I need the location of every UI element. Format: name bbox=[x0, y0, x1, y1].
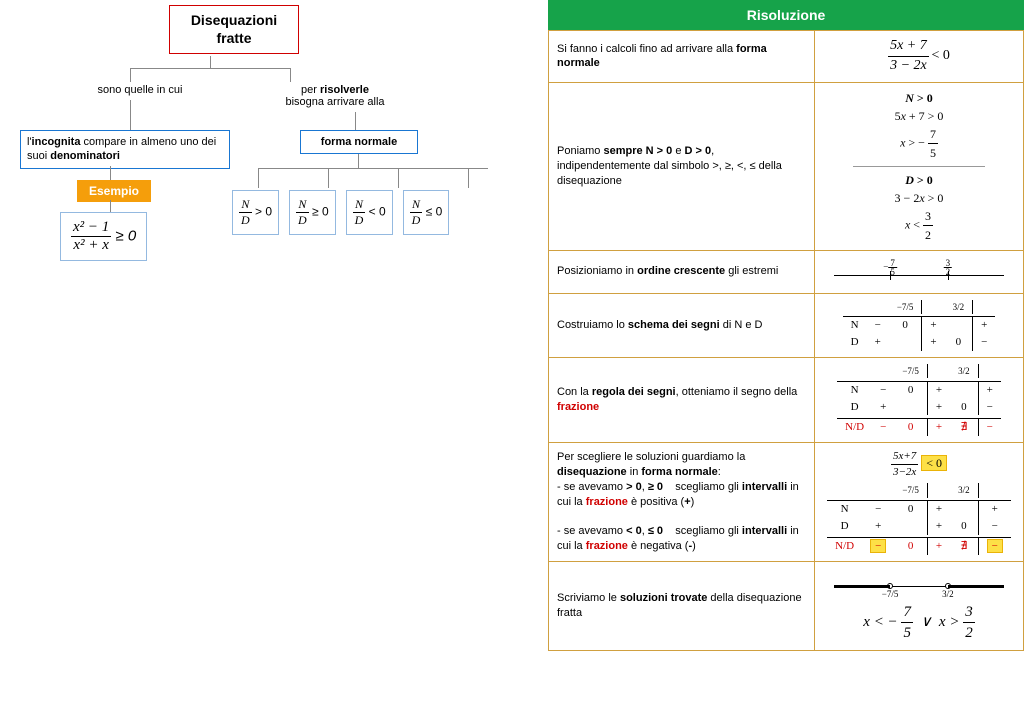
step-4-text: Costruiamo lo schema dei segni di N e D bbox=[549, 293, 815, 357]
forma-normale-box: forma normale bbox=[300, 130, 418, 154]
title-text: Disequazioni fratte bbox=[191, 12, 277, 46]
step-5-fig: −7/53/2 N−0++ D++0− N/D−0+∄− bbox=[815, 358, 1024, 443]
step-5-text: Con la regola dei segni, otteniamo il se… bbox=[549, 358, 815, 443]
step-7-text: Scriviamo le soluzioni trovate della dis… bbox=[549, 562, 815, 651]
step-3-fig: −75 32 bbox=[815, 250, 1024, 293]
concept-map: Disequazioni fratte sono quelle in cui p… bbox=[0, 0, 548, 705]
resolution-table: Si fanno i calcoli fino ad arrivare alla… bbox=[548, 30, 1024, 651]
esempio-badge: Esempio bbox=[77, 180, 151, 202]
nd-form-box: ND ≥ 0 bbox=[289, 190, 336, 235]
step-6-fig: 5x+73−2x < 0 −7/53/2 N−0++ D++0− N/D−0+∄… bbox=[815, 442, 1024, 561]
nd-form-box: ND > 0 bbox=[232, 190, 279, 235]
example-fraction: x² − 1 x² + x ≥ 0 bbox=[60, 212, 147, 261]
branch-label-left: sono quelle in cui bbox=[70, 84, 210, 96]
step-2-fig: N > 0 5x + 7 > 0 x > − 75 D > 0 3 − 2x >… bbox=[815, 82, 1024, 250]
resolution-panel: Risoluzione Si fanno i calcoli fino ad a… bbox=[548, 0, 1024, 651]
branch-label-right: per risolverle bisogna arrivare alla bbox=[250, 84, 420, 108]
step-2-text: Poniamo sempre N > 0 e D > 0, indipenden… bbox=[549, 82, 815, 250]
step-1-text: Si fanno i calcoli fino ad arrivare alla… bbox=[549, 31, 815, 83]
title-box: Disequazioni fratte bbox=[169, 5, 299, 54]
step-6-text: Per scegliere le soluzioni guardiamo la … bbox=[549, 442, 815, 561]
nd-forms: ND > 0ND ≥ 0ND < 0ND ≤ 0 bbox=[232, 190, 449, 235]
step-3-text: Posizioniamo in ordine crescente gli est… bbox=[549, 250, 815, 293]
resolution-header: Risoluzione bbox=[548, 0, 1024, 30]
step-7-fig: −7/5 3/2 x < − 75 ∨ x > 32 bbox=[815, 562, 1024, 651]
definition-text: l'incognita compare in almeno uno dei su… bbox=[27, 136, 216, 162]
nd-form-box: ND ≤ 0 bbox=[403, 190, 450, 235]
step-1-fig: 5x + 7 3 − 2x < 0 bbox=[815, 31, 1024, 83]
nd-form-box: ND < 0 bbox=[346, 190, 393, 235]
step-4-fig: −7/53/2 N−0++ D++0− bbox=[815, 293, 1024, 357]
definition-box: l'incognita compare in almeno uno dei su… bbox=[20, 130, 230, 169]
